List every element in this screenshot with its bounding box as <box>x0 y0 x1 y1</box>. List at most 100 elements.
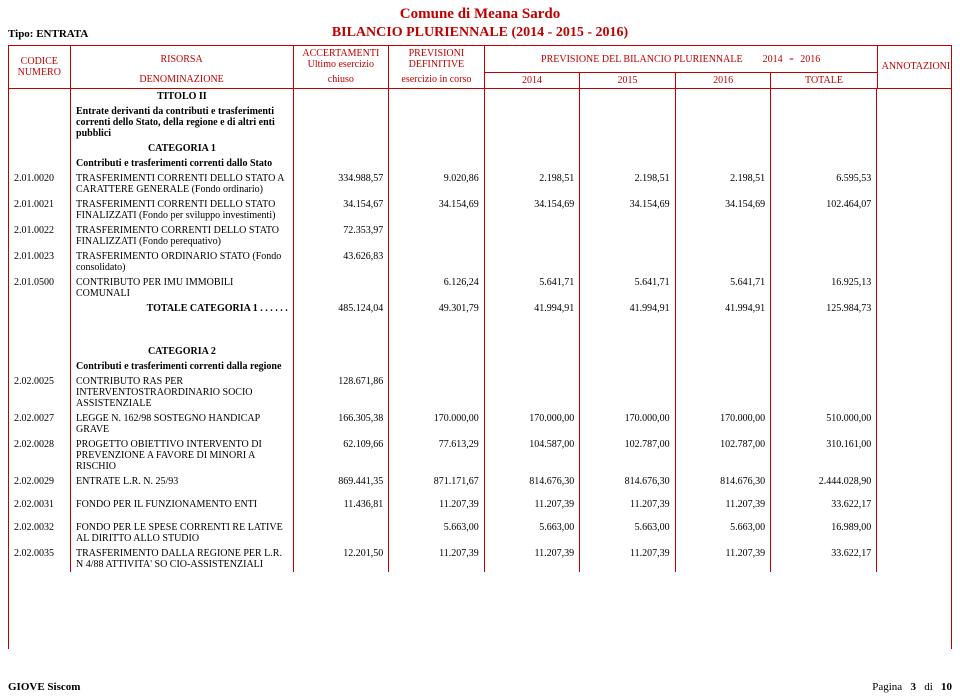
titolo-desc: Entrate derivanti da contributi e trasfe… <box>71 104 294 141</box>
table-row: 2.02.0028PROGETTO OBIETTIVO INTERVENTO D… <box>9 437 951 474</box>
cell <box>9 359 71 374</box>
cell: 334.988,57 <box>293 171 388 197</box>
table-row: TITOLO II <box>9 89 951 104</box>
cell: 166.305,38 <box>293 411 388 437</box>
footer: GIOVE Siscom Pagina 3 di 10 <box>8 681 952 693</box>
cell: 485.124,04 <box>293 301 388 316</box>
cell: 5.663,00 <box>484 520 579 546</box>
cell: 34.154,69 <box>389 197 484 223</box>
cell <box>771 374 877 411</box>
cell: 33.622,17 <box>771 546 877 572</box>
cell <box>484 374 579 411</box>
cell <box>484 316 579 344</box>
cell <box>580 223 675 249</box>
cell <box>484 104 579 141</box>
cell <box>293 104 388 141</box>
cell <box>877 474 951 489</box>
titolo-label: TITOLO II <box>71 89 294 104</box>
footer-page: Pagina 3 di 10 <box>872 681 952 693</box>
cell: 102.787,00 <box>675 437 770 474</box>
col-denominazione: DENOMINAZIONE <box>70 72 293 88</box>
cell <box>877 316 951 344</box>
cell: 2.198,51 <box>675 171 770 197</box>
cell <box>389 89 484 104</box>
cell <box>771 141 877 156</box>
cell: 16.989,00 <box>771 520 877 546</box>
cell <box>580 89 675 104</box>
cell <box>877 89 951 104</box>
cell: 77.613,29 <box>389 437 484 474</box>
cell: 104.587,00 <box>484 437 579 474</box>
cell <box>580 156 675 171</box>
cell <box>877 489 951 497</box>
cell <box>389 512 484 520</box>
cell <box>484 489 579 497</box>
cell: 62.109,66 <box>293 437 388 474</box>
table-row: 2.02.0029ENTRATE L.R. N. 25/93869.441,35… <box>9 474 951 489</box>
cell: 5.663,00 <box>675 520 770 546</box>
col-annotazioni: ANNOTAZIONI <box>877 46 951 89</box>
cell: 11.207,39 <box>389 497 484 512</box>
cell: 170.000,00 <box>484 411 579 437</box>
cell <box>877 223 951 249</box>
cell: 16.925,13 <box>771 275 877 301</box>
cell <box>877 374 951 411</box>
cell <box>293 275 388 301</box>
cell <box>293 512 388 520</box>
cell <box>580 141 675 156</box>
cat1-label: CATEGORIA 1 <box>71 141 294 156</box>
cell: 2.198,51 <box>580 171 675 197</box>
cell <box>71 512 294 520</box>
table-row: 2.01.0023TRASFERIMENTO ORDINARIO STATO (… <box>9 249 951 275</box>
cell: CONTRIBUTO PER IMU IMMOBILI COMUNALI <box>71 275 294 301</box>
cat2-label: CATEGORIA 2 <box>71 344 294 359</box>
cell: 5.641,71 <box>580 275 675 301</box>
cell <box>71 316 294 344</box>
table-row: 2.02.0032FONDO PER LE SPESE CORRENTI RE … <box>9 520 951 546</box>
tot-cat1-label: TOTALE CATEGORIA 1 . . . . . . <box>71 301 294 316</box>
table-row: 2.02.0035TRASFERIMENTO DALLA REGIONE PER… <box>9 546 951 572</box>
table-row: CATEGORIA 2 <box>9 344 951 359</box>
cell <box>484 344 579 359</box>
spacer <box>9 489 951 497</box>
cell <box>580 104 675 141</box>
cell <box>771 316 877 344</box>
cell: 2.01.0500 <box>9 275 71 301</box>
cell <box>877 520 951 546</box>
cell: 170.000,00 <box>389 411 484 437</box>
col-2016: 2016 <box>675 72 771 88</box>
cat2-desc: Contributi e trasferimenti correnti dall… <box>71 359 294 374</box>
cell <box>9 489 71 497</box>
table-row: 2.01.0020TRASFERIMENTI CORRENTI DELLO ST… <box>9 171 951 197</box>
cell <box>675 512 770 520</box>
cell <box>675 141 770 156</box>
cell: 2.01.0022 <box>9 223 71 249</box>
cell <box>293 359 388 374</box>
cell <box>580 489 675 497</box>
cell <box>293 141 388 156</box>
cell <box>675 249 770 275</box>
cell: 5.663,00 <box>389 520 484 546</box>
col-2015: 2015 <box>580 72 676 88</box>
cell <box>771 489 877 497</box>
col-esercizio: esercizio in corso <box>389 72 485 88</box>
cell <box>877 512 951 520</box>
cell: TRASFERIMENTO ORDINARIO STATO (Fondo con… <box>71 249 294 275</box>
spacer <box>9 316 951 344</box>
cell <box>771 344 877 359</box>
cell: 41.994,91 <box>675 301 770 316</box>
cell: 11.207,39 <box>484 497 579 512</box>
table-row: Contributi e trasferimenti correnti dall… <box>9 156 951 171</box>
cell <box>771 89 877 104</box>
cell <box>771 223 877 249</box>
footer-app: GIOVE Siscom <box>8 681 80 693</box>
cell: 170.000,00 <box>580 411 675 437</box>
cell: 814.676,30 <box>675 474 770 489</box>
cell: 49.301,79 <box>389 301 484 316</box>
table-row: 2.01.0021TRASFERIMENTI CORRENTI DELLO ST… <box>9 197 951 223</box>
cell <box>9 344 71 359</box>
col-2014: 2014 <box>484 72 580 88</box>
cell: 2.01.0021 <box>9 197 71 223</box>
cell <box>293 489 388 497</box>
cell <box>71 489 294 497</box>
